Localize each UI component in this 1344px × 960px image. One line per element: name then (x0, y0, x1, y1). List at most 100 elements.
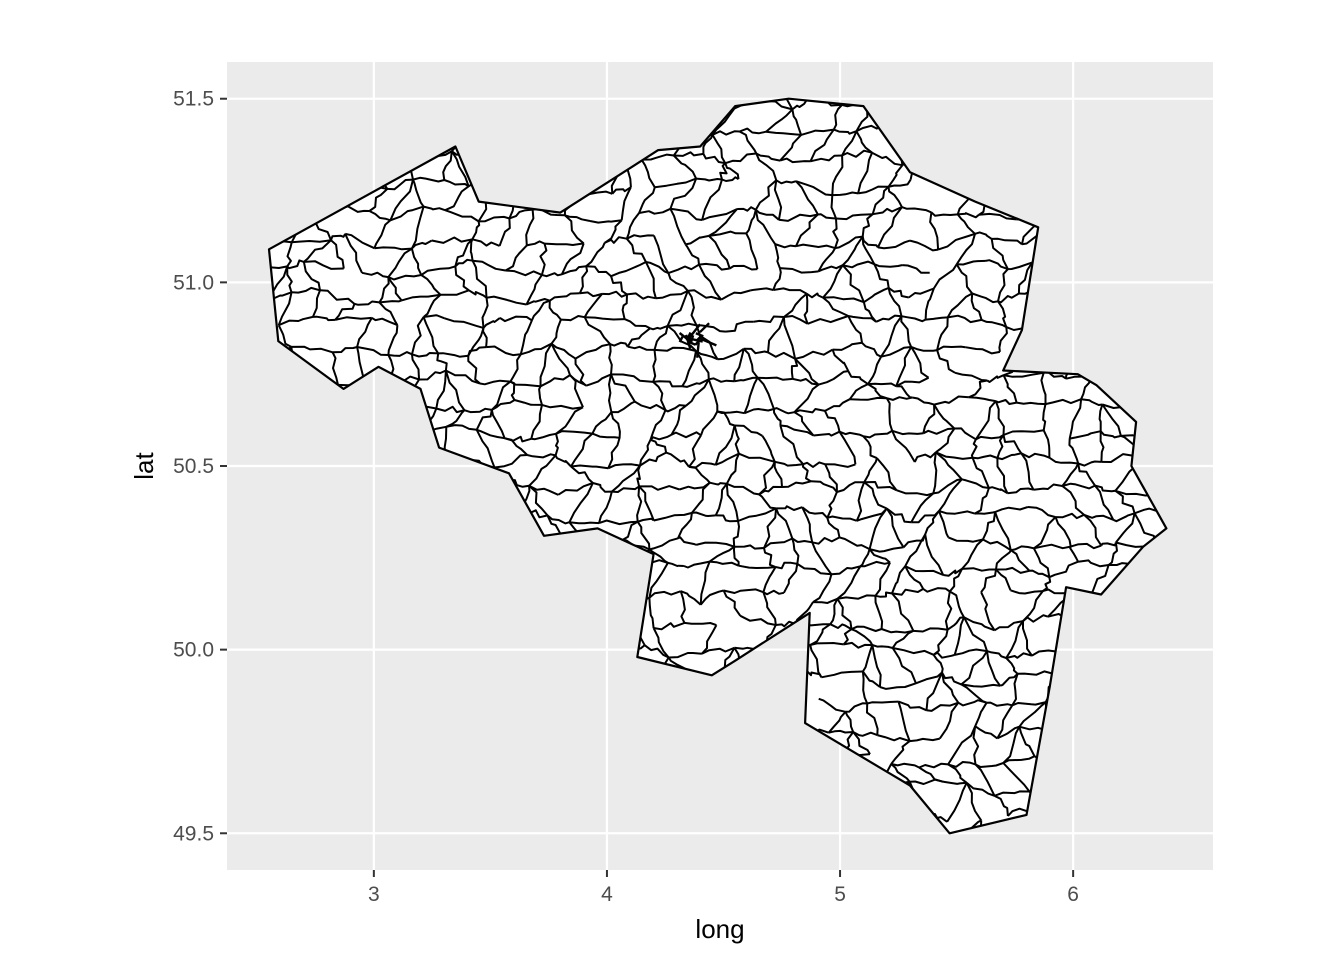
municipal-boundary (344, 233, 363, 274)
municipal-boundary (936, 317, 949, 351)
municipal-boundary (330, 239, 345, 269)
municipal-boundary (1068, 438, 1080, 464)
municipal-boundary (937, 232, 976, 251)
municipal-boundary (890, 762, 920, 769)
municipal-boundary (304, 44, 337, 50)
municipal-boundary (955, 263, 973, 295)
municipal-boundary (685, 378, 710, 407)
municipal-boundary (682, 378, 710, 388)
municipal-boundary (957, 212, 980, 219)
municipal-boundary (440, 289, 470, 296)
municipal-boundary (762, 589, 785, 596)
municipal-boundary (701, 179, 723, 221)
municipal-boundary (922, 427, 955, 435)
municipal-boundary (291, 239, 332, 244)
municipal-boundary (897, 701, 911, 742)
municipal-boundary (775, 508, 794, 539)
municipal-boundary (331, 351, 339, 386)
municipal-boundary (354, 300, 380, 306)
municipal-boundary (1222, 271, 1240, 288)
municipal-boundary (868, 548, 891, 564)
municipal-boundary (847, 370, 869, 385)
municipal-boundary (745, 232, 759, 270)
municipal-boundary (996, 434, 1005, 459)
municipal-boundary (773, 287, 808, 295)
municipal-boundary (830, 195, 837, 219)
municipal-boundary (722, 590, 742, 617)
municipal-boundary (978, 212, 1017, 221)
municipal-boundary (668, 45, 701, 56)
municipal-boundary (758, 461, 776, 496)
y-axis: 49.5 50.0 50.5 51.0 51.5 (173, 88, 227, 845)
municipal-boundary (607, 437, 621, 469)
municipal-boundary (913, 451, 937, 463)
municipal-boundary (1239, 160, 1248, 194)
municipal-boundary (826, 491, 838, 519)
municipal-boundary (396, 45, 423, 52)
municipal-boundary (654, 177, 697, 189)
municipal-boundary (879, 682, 917, 690)
municipal-boundary (990, 238, 1009, 270)
country-fill (269, 98, 1167, 834)
municipal-boundary (486, 345, 521, 357)
municipal-boundary (866, 703, 879, 736)
municipal-boundary (1235, 222, 1251, 246)
municipal-boundary (591, 411, 613, 435)
municipal-boundary (696, 177, 723, 182)
municipal-boundary (773, 98, 794, 110)
municipal-boundary (548, 300, 562, 321)
municipal-boundary (779, 157, 811, 164)
municipal-boundary (733, 348, 745, 382)
municipal-boundary (717, 347, 745, 361)
municipal-boundary (857, 185, 889, 195)
municipal-boundary (478, 215, 510, 223)
municipal-boundary (505, 269, 543, 277)
municipal-boundary (525, 274, 543, 305)
municipal-boundary (1213, 593, 1237, 596)
municipal-boundary (818, 370, 849, 386)
municipal-boundary (583, 42, 618, 50)
municipal-boundary (842, 260, 875, 269)
brussels-boundary (678, 332, 693, 344)
municipal-boundary (560, 315, 585, 322)
brussels-boundary (698, 336, 717, 347)
municipal-boundary (779, 267, 819, 274)
x-tick-label: 5 (834, 883, 846, 906)
municipal-boundary (387, 276, 403, 302)
municipal-boundary (538, 385, 543, 406)
municipal-boundary (570, 432, 594, 468)
municipal-boundary (818, 697, 846, 713)
municipal-boundary (1022, 590, 1044, 622)
municipal-boundary (378, 277, 390, 303)
municipal-boundary (892, 647, 934, 656)
municipal-boundary (695, 541, 735, 548)
municipal-boundary (866, 874, 901, 878)
municipal-boundary (896, 489, 934, 497)
municipal-boundary (442, 151, 453, 181)
municipal-boundary (640, 159, 656, 188)
municipal-boundary (949, 568, 963, 593)
municipal-boundary (887, 164, 904, 188)
municipal-boundary (817, 247, 836, 272)
municipal-boundary (971, 457, 990, 489)
y-tick-label: 50.0 (173, 639, 214, 662)
municipal-boundary (673, 151, 704, 157)
municipal-boundary (469, 238, 474, 261)
municipal-boundary (970, 438, 978, 459)
municipal-boundary (1099, 430, 1122, 439)
municipal-boundary (832, 341, 863, 351)
municipal-boundary (1227, 726, 1244, 740)
municipal-boundary (891, 429, 924, 436)
municipal-boundary (1233, 755, 1244, 788)
municipal-boundary (610, 373, 654, 383)
municipal-boundary (471, 260, 488, 298)
municipal-boundary (924, 534, 945, 576)
municipal-boundary (541, 272, 563, 278)
municipal-boundary (831, 349, 850, 372)
municipal-boundary (743, 377, 759, 414)
municipal-boundary (918, 766, 944, 783)
municipal-boundary (1077, 463, 1096, 487)
municipal-boundary (639, 439, 652, 466)
municipal-boundary (877, 206, 903, 248)
municipal-boundary (684, 243, 700, 265)
